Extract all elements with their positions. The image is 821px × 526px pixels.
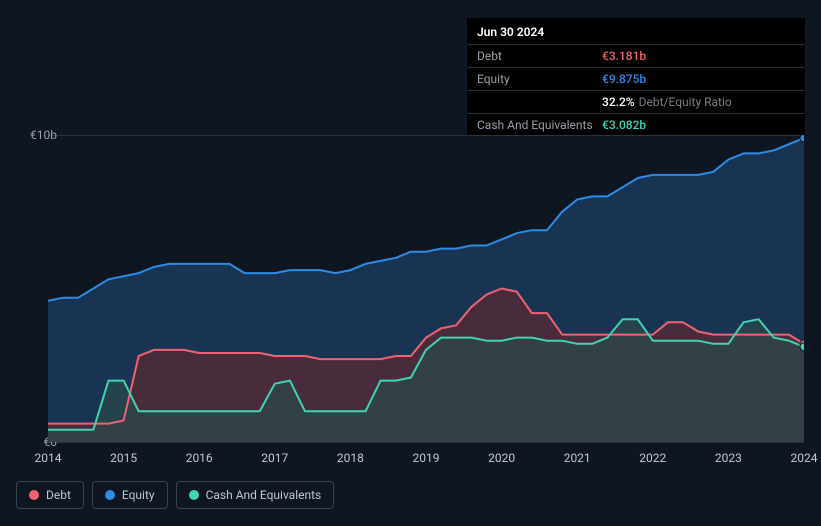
legend-label: Cash And Equivalents <box>206 488 322 502</box>
tooltip-row: 32.2% Debt/Equity Ratio <box>467 90 805 113</box>
x-axis-label: 2018 <box>337 451 364 465</box>
legend-item-debt[interactable]: Debt <box>16 481 84 509</box>
tooltip-date: Jun 30 2024 <box>467 18 805 44</box>
chart-plot-area[interactable] <box>48 135 804 442</box>
tooltip-row-label <box>477 95 602 109</box>
legend-label: Equity <box>122 488 155 502</box>
chart-tooltip: Jun 30 2024 Debt€3.181bEquity€9.875b32.2… <box>467 18 805 136</box>
legend-label: Debt <box>46 488 71 502</box>
legend-item-cash-and-equivalents[interactable]: Cash And Equivalents <box>176 481 335 509</box>
chart-svg <box>48 135 804 442</box>
tooltip-row-value: €3.181b <box>602 49 646 63</box>
tooltip-row: Debt€3.181b <box>467 44 805 67</box>
x-axis-label: 2014 <box>35 451 62 465</box>
tooltip-row-label: Equity <box>477 72 602 86</box>
tooltip-row-value: €9.875b <box>602 72 646 86</box>
legend-swatch <box>189 490 199 500</box>
tooltip-row-label: Cash And Equivalents <box>477 118 602 132</box>
tooltip-row: Cash And Equivalents€3.082b <box>467 113 805 136</box>
x-axis-label: 2024 <box>791 451 818 465</box>
x-axis-label: 2022 <box>639 451 666 465</box>
series-end-marker <box>800 135 804 142</box>
gridline <box>48 442 804 443</box>
legend-swatch <box>29 490 39 500</box>
x-axis-label: 2021 <box>564 451 591 465</box>
legend-swatch <box>105 490 115 500</box>
x-axis-label: 2016 <box>186 451 213 465</box>
x-axis-label: 2020 <box>488 451 515 465</box>
tooltip-row-label: Debt <box>477 49 602 63</box>
chart-legend: Debt Equity Cash And Equivalents <box>16 481 334 509</box>
tooltip-row-value: €3.082b <box>602 118 646 132</box>
tooltip-row-value: 32.2% <box>602 95 635 109</box>
x-axis-label: 2017 <box>261 451 288 465</box>
x-axis-label: 2023 <box>715 451 742 465</box>
x-axis-label: 2019 <box>413 451 440 465</box>
tooltip-row-sublabel: Debt/Equity Ratio <box>639 95 732 109</box>
legend-item-equity[interactable]: Equity <box>92 481 168 509</box>
x-axis-label: 2015 <box>110 451 137 465</box>
tooltip-row: Equity€9.875b <box>467 67 805 90</box>
series-end-marker <box>800 343 804 351</box>
